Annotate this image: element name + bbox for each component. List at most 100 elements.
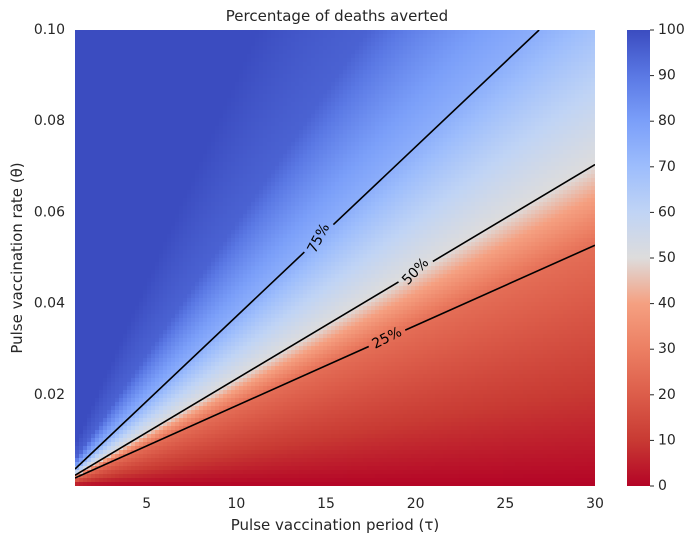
heatmap-cell	[139, 346, 144, 351]
heatmap-cell	[135, 198, 140, 203]
heatmap-cell	[239, 126, 244, 131]
heatmap-cell	[119, 274, 124, 279]
heatmap-cell	[87, 286, 92, 291]
heatmap-cell	[191, 442, 196, 447]
heatmap-cell	[171, 162, 176, 167]
heatmap-cell	[155, 170, 160, 175]
heatmap-cell	[87, 110, 92, 115]
heatmap-cell	[119, 258, 124, 263]
heatmap-cell	[183, 438, 188, 443]
heatmap-cell	[75, 218, 80, 223]
heatmap-cell	[147, 362, 152, 367]
heatmap-cell	[175, 478, 180, 483]
heatmap-cell	[211, 322, 216, 327]
heatmap-cell	[79, 150, 84, 155]
heatmap-cell	[123, 226, 128, 231]
heatmap-cell	[179, 110, 184, 115]
heatmap-cell	[247, 58, 252, 63]
heatmap-cell	[115, 174, 120, 179]
heatmap-cell	[231, 66, 236, 71]
heatmap-cell	[87, 198, 92, 203]
heatmap-cell	[127, 198, 132, 203]
heatmap-cell	[215, 402, 220, 407]
heatmap-cell	[155, 242, 160, 247]
heatmap-cell	[191, 46, 196, 51]
heatmap-cell	[207, 354, 212, 359]
heatmap-cell	[95, 158, 100, 163]
heatmap-cell	[91, 130, 96, 135]
heatmap-cell	[151, 314, 156, 319]
heatmap-cell	[239, 370, 244, 375]
heatmap-cell	[99, 434, 104, 439]
heatmap-cell	[151, 90, 156, 95]
heatmap-cell	[207, 398, 212, 403]
heatmap-cell	[79, 422, 84, 427]
heatmap-cell	[79, 390, 84, 395]
heatmap-cell	[143, 62, 148, 67]
heatmap-cell	[235, 158, 240, 163]
heatmap-cell	[183, 202, 188, 207]
heatmap-cell	[239, 270, 244, 275]
heatmap-cell	[199, 98, 204, 103]
heatmap-cell	[223, 82, 228, 87]
heatmap-cell	[211, 426, 216, 431]
heatmap-cell	[103, 186, 108, 191]
heatmap-cell	[131, 218, 136, 223]
heatmap-cell	[95, 318, 100, 323]
heatmap-cell	[111, 386, 116, 391]
heatmap-cell	[135, 266, 140, 271]
heatmap-cell	[75, 234, 80, 239]
heatmap-cell	[83, 158, 88, 163]
heatmap-cell	[151, 130, 156, 135]
heatmap-cell	[103, 102, 108, 107]
heatmap-cell	[235, 122, 240, 127]
heatmap-cell	[147, 322, 152, 327]
heatmap-cell	[95, 30, 100, 35]
heatmap-cell	[235, 402, 240, 407]
heatmap-cell	[243, 30, 248, 35]
heatmap-cell	[147, 418, 152, 423]
heatmap-cell	[247, 402, 252, 407]
heatmap-cell	[211, 378, 216, 383]
heatmap-cell	[231, 258, 236, 263]
heatmap-cell	[235, 78, 240, 83]
heatmap-cell	[111, 326, 116, 331]
heatmap-cell	[139, 98, 144, 103]
heatmap-cell	[191, 318, 196, 323]
heatmap-cell	[179, 394, 184, 399]
heatmap-cell	[223, 366, 228, 371]
heatmap-cell	[195, 482, 200, 486]
heatmap-cell	[207, 234, 212, 239]
heatmap-cell	[127, 294, 132, 299]
heatmap-cell	[223, 454, 228, 459]
heatmap-cell	[83, 202, 88, 207]
heatmap-cell	[219, 262, 224, 267]
heatmap-cell	[151, 298, 156, 303]
heatmap-cell	[163, 418, 168, 423]
heatmap-cell	[159, 290, 164, 295]
heatmap-cell	[139, 414, 144, 419]
heatmap-cell	[107, 318, 112, 323]
heatmap-cell	[103, 478, 108, 483]
heatmap-cell	[123, 214, 128, 219]
heatmap-cell	[243, 410, 248, 415]
heatmap-cell	[143, 238, 148, 243]
heatmap-cell	[159, 54, 164, 59]
heatmap-cell	[155, 46, 160, 51]
heatmap-cell	[79, 34, 84, 39]
heatmap-cell	[183, 270, 188, 275]
heatmap-cell	[211, 158, 216, 163]
heatmap-cell	[211, 162, 216, 167]
heatmap-cell	[99, 406, 104, 411]
heatmap-cell	[195, 334, 200, 339]
heatmap-cell	[83, 62, 88, 67]
heatmap-cell	[111, 286, 116, 291]
heatmap-cell	[187, 434, 192, 439]
heatmap-cell	[151, 158, 156, 163]
heatmap-cell	[179, 478, 184, 483]
heatmap-cell	[191, 166, 196, 171]
heatmap-cell	[159, 434, 164, 439]
heatmap-cell	[131, 434, 136, 439]
heatmap-cell	[151, 438, 156, 443]
heatmap-cell	[235, 202, 240, 207]
